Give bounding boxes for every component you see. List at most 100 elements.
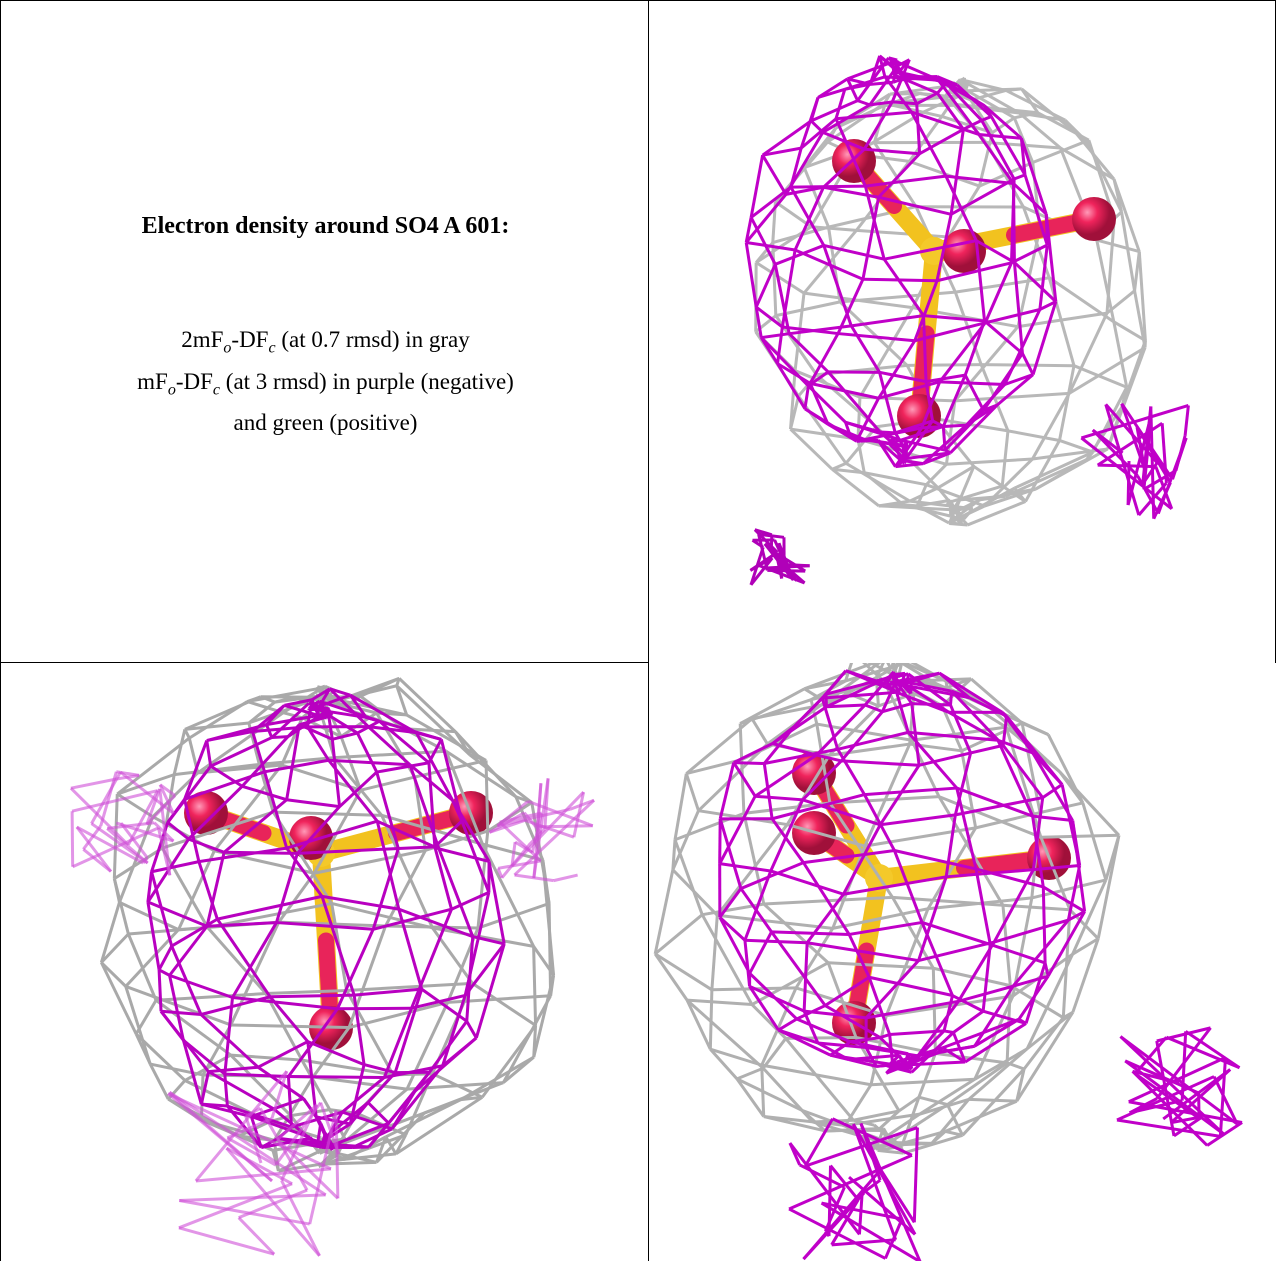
mesh-edge — [945, 174, 1014, 186]
mesh-edge — [877, 1148, 904, 1155]
mesh-edge — [807, 384, 847, 424]
mesh-edge — [826, 703, 866, 709]
mesh-edge — [100, 961, 138, 1035]
mesh-edge — [532, 946, 538, 1026]
mesh-edge — [989, 943, 1046, 965]
mesh-edge — [889, 1029, 945, 1037]
mesh-edge — [839, 300, 909, 367]
mesh-edge — [745, 240, 796, 252]
mesh-edge — [147, 900, 208, 928]
mesh-edge — [717, 913, 833, 930]
mesh-edge — [1206, 1121, 1243, 1147]
mesh-edge — [510, 841, 517, 867]
mesh-edge — [460, 1095, 483, 1102]
mesh-edge — [126, 933, 158, 1001]
mesh-edge — [774, 200, 812, 228]
mesh-edge — [248, 697, 318, 725]
mesh-edge — [223, 1074, 229, 1107]
mesh-edge — [863, 471, 927, 487]
mesh-edge — [241, 784, 288, 802]
mesh-edge — [366, 1071, 397, 1104]
mesh-edge — [328, 758, 411, 767]
mesh-edge — [898, 663, 937, 685]
mesh-edge — [300, 1059, 332, 1111]
mesh-edge — [844, 75, 886, 91]
mesh-edge — [270, 1070, 289, 1120]
mesh-edge — [1106, 289, 1136, 315]
mesh-edge — [937, 79, 981, 136]
mesh-edge — [906, 1053, 914, 1070]
mesh-edge — [796, 1017, 851, 1044]
mesh-edge — [1120, 403, 1147, 470]
mesh-edge — [776, 326, 784, 364]
mesh-edge — [790, 184, 866, 189]
mesh-edge — [384, 849, 427, 927]
mesh-edge — [914, 321, 986, 343]
mesh-edge — [903, 682, 950, 714]
mesh-edge — [922, 315, 928, 382]
mesh-edge — [949, 522, 968, 527]
mesh-edge — [252, 725, 308, 733]
mesh-edge — [983, 104, 1023, 140]
mesh-edge — [968, 1097, 1017, 1103]
mesh-edge — [892, 895, 1004, 907]
mesh-edge — [761, 332, 790, 340]
mesh-edge — [1119, 1035, 1239, 1126]
mesh-edge — [903, 420, 934, 461]
mesh-edge — [1006, 1061, 1025, 1071]
mesh-edge — [532, 945, 555, 976]
mesh-edge — [257, 1065, 305, 1100]
mesh-edge — [1119, 1035, 1225, 1136]
mesh-edge — [964, 1022, 1027, 1064]
mesh-edge — [958, 984, 1014, 1003]
mesh-edge — [849, 1036, 881, 1044]
mesh-edge — [718, 916, 752, 975]
mesh-edge — [796, 1004, 826, 1021]
mesh-edge — [917, 1052, 937, 1098]
mesh-edge — [804, 407, 852, 439]
mesh-edge — [532, 974, 556, 1058]
mesh-edge — [848, 1176, 917, 1236]
mesh-edge — [773, 264, 791, 334]
mesh-edge — [973, 1018, 1020, 1048]
mesh-edge — [237, 1216, 276, 1256]
mesh-edge — [949, 403, 999, 454]
mesh-edge — [1071, 937, 1100, 956]
mesh-edge — [901, 457, 907, 462]
mesh-edge — [334, 1110, 340, 1199]
mesh-edge — [949, 499, 961, 515]
mesh-edge — [1112, 321, 1129, 388]
mesh-edge — [249, 1116, 263, 1148]
mesh-edge — [996, 739, 1034, 817]
mesh-edge — [82, 848, 112, 873]
mesh-edge — [857, 99, 871, 107]
mesh-edge — [748, 931, 773, 975]
mesh-edge — [918, 1095, 948, 1107]
mesh-edge — [354, 987, 422, 997]
mesh-edge — [153, 821, 175, 843]
mesh-edge — [1128, 1097, 1158, 1115]
mesh-edge — [376, 761, 430, 774]
mesh-edge — [883, 239, 977, 261]
mesh-edge — [817, 87, 846, 99]
mesh-edge — [285, 847, 324, 898]
mesh-edge — [916, 1000, 960, 1057]
mesh-edge — [1009, 984, 1065, 1019]
mesh-edge — [912, 1127, 919, 1223]
mesh-edge — [257, 1040, 309, 1069]
mesh-edge — [274, 697, 290, 704]
mesh-edge — [972, 465, 1004, 488]
mesh-edge — [951, 994, 984, 1013]
mesh-edge — [72, 826, 160, 869]
mesh-edge — [438, 847, 490, 863]
mesh-edge — [1018, 111, 1062, 150]
mesh-edge — [925, 373, 966, 384]
mesh-edge — [330, 739, 342, 807]
mesh-edge — [1039, 836, 1072, 911]
mesh-edge — [271, 735, 289, 740]
mesh-edge — [275, 852, 299, 924]
mesh-edge — [955, 787, 978, 870]
mesh-edge — [1031, 301, 1058, 375]
mesh-edge — [836, 278, 865, 335]
